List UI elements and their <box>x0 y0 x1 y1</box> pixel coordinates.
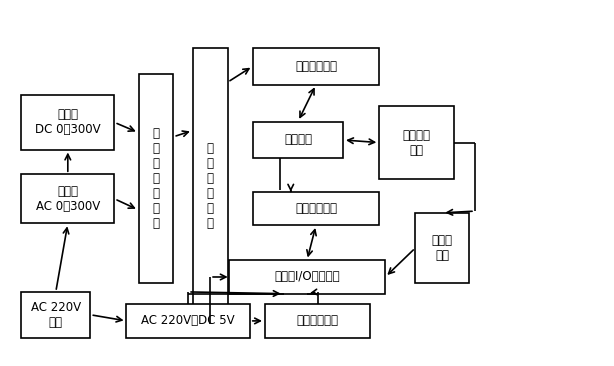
Bar <box>21 174 114 223</box>
Bar <box>21 292 90 337</box>
Text: 调压器
AC 0～300V: 调压器 AC 0～300V <box>36 185 100 213</box>
Text: 单片机
电路: 单片机 电路 <box>432 234 453 262</box>
Text: 隔离继电器组: 隔离继电器组 <box>295 202 337 215</box>
Text: 三
位
置
拨
动
开
关: 三 位 置 拨 动 开 关 <box>152 127 160 230</box>
Bar <box>21 95 114 150</box>
Bar <box>265 304 370 337</box>
Text: AC 220V转DC 5V: AC 220V转DC 5V <box>141 314 235 328</box>
Text: 显示及I/O控制电路: 显示及I/O控制电路 <box>274 270 340 284</box>
Bar <box>126 304 250 337</box>
Text: AC 220V
电源: AC 220V 电源 <box>31 301 81 329</box>
Bar <box>229 260 385 294</box>
Bar <box>379 106 454 179</box>
Text: 外部待测
设备: 外部待测 设备 <box>403 128 431 157</box>
Text: 操作控制电路: 操作控制电路 <box>295 60 337 73</box>
Text: 控制继电器组: 控制继电器组 <box>297 314 338 328</box>
Text: 整流器
DC 0～300V: 整流器 DC 0～300V <box>35 108 101 137</box>
Text: 航空插头: 航空插头 <box>284 134 312 146</box>
Bar <box>253 122 343 158</box>
Bar <box>193 48 228 324</box>
Text: 控
制
继
电
器
组: 控 制 继 电 器 组 <box>207 142 214 229</box>
Bar <box>139 74 173 283</box>
Bar <box>253 192 379 225</box>
Bar <box>415 213 470 283</box>
Bar <box>253 48 379 85</box>
